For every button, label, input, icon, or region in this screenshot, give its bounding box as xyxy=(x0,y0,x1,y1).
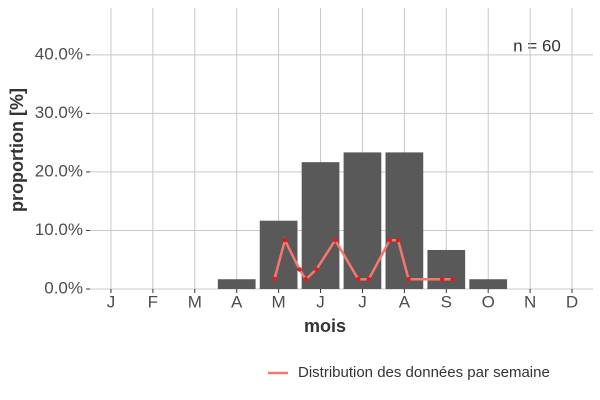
annotation: n = 60 xyxy=(513,36,561,55)
line-point xyxy=(314,267,319,272)
line-point xyxy=(303,277,309,282)
bar xyxy=(469,279,508,289)
y-tick-label: 30.0% xyxy=(35,103,83,122)
x-tick-label: D xyxy=(566,292,578,311)
x-tick-label: M xyxy=(188,292,202,311)
y-tick-label: 40.0% xyxy=(35,44,83,63)
line-point xyxy=(333,238,338,243)
line-point xyxy=(297,267,302,272)
legend-label: Distribution des données par semaine xyxy=(298,364,550,381)
x-tick-label: M xyxy=(272,292,286,311)
x-tick-label: S xyxy=(441,292,452,311)
x-tick-label: A xyxy=(231,292,243,311)
line-point xyxy=(387,238,392,243)
x-tick-label: F xyxy=(148,292,158,311)
line-point xyxy=(395,238,401,243)
y-tick-label: 20.0% xyxy=(35,161,83,180)
bar xyxy=(217,279,256,289)
x-tick-label: A xyxy=(399,292,411,311)
x-axis-title: mois xyxy=(304,316,346,336)
bar xyxy=(427,249,466,289)
line-point xyxy=(366,277,371,282)
x-tick-label: J xyxy=(316,292,325,311)
x-tick-label: N xyxy=(524,292,536,311)
line-point xyxy=(439,277,445,282)
line-point xyxy=(272,277,277,282)
x-tick-label: J xyxy=(358,292,367,311)
bar xyxy=(301,162,340,289)
y-axis-title: proportion [%] xyxy=(7,88,27,212)
x-tick-label: J xyxy=(107,292,116,311)
y-tick-label: 10.0% xyxy=(35,220,83,239)
line-point xyxy=(406,277,411,282)
y-tick-label: 0.0% xyxy=(44,278,83,297)
line-point xyxy=(282,238,288,243)
line-point xyxy=(450,277,455,282)
bar xyxy=(385,152,424,289)
line-point xyxy=(356,277,361,282)
x-tick-label: O xyxy=(482,292,495,311)
